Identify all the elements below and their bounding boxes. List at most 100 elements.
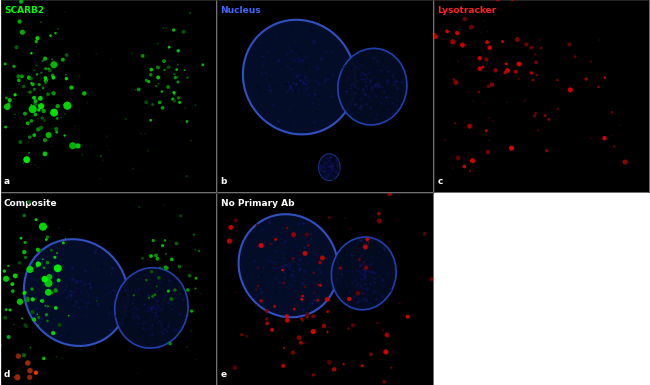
Point [356, 266, 366, 273]
Point [196, 124, 207, 130]
Point [51, 252, 62, 258]
Point [49, 110, 59, 116]
Point [301, 53, 311, 59]
Point [35, 95, 46, 101]
Point [55, 257, 66, 263]
Point [257, 226, 267, 232]
Point [368, 274, 378, 280]
Point [297, 55, 307, 61]
Point [283, 263, 294, 269]
Point [287, 62, 297, 69]
Point [374, 280, 385, 286]
Point [349, 295, 359, 301]
Point [34, 314, 44, 320]
Point [402, 313, 413, 320]
Point [295, 75, 306, 81]
Point [294, 264, 304, 270]
Point [326, 49, 337, 55]
Point [40, 151, 50, 157]
Point [354, 262, 365, 268]
Point [530, 110, 541, 116]
Ellipse shape [332, 237, 396, 310]
Point [147, 305, 157, 311]
Point [307, 70, 318, 76]
Point [341, 267, 351, 273]
Point [324, 165, 335, 171]
Point [293, 233, 304, 239]
Point [333, 274, 343, 280]
Point [171, 241, 181, 247]
Point [324, 164, 335, 171]
Point [279, 244, 289, 250]
Point [278, 262, 288, 268]
Point [324, 161, 335, 167]
Point [327, 71, 337, 77]
Point [49, 266, 60, 272]
Point [318, 168, 328, 174]
Point [388, 71, 398, 77]
Point [0, 61, 10, 67]
Point [453, 155, 463, 161]
Point [529, 113, 539, 119]
Point [48, 90, 58, 96]
Point [357, 61, 367, 67]
Point [229, 365, 240, 371]
Point [159, 293, 169, 299]
Point [309, 251, 320, 257]
Point [47, 306, 57, 312]
Point [330, 157, 340, 164]
Point [373, 246, 384, 252]
Point [325, 170, 335, 176]
Point [196, 238, 206, 244]
Point [263, 64, 274, 70]
Point [118, 296, 129, 302]
Point [326, 156, 337, 162]
Point [351, 63, 361, 69]
Point [316, 169, 326, 175]
Point [297, 81, 307, 87]
Point [85, 309, 96, 315]
Point [300, 62, 311, 68]
Point [44, 132, 54, 138]
Point [27, 296, 38, 303]
Point [113, 310, 124, 316]
Point [163, 288, 174, 294]
Point [74, 282, 85, 288]
Point [47, 297, 58, 303]
Point [482, 39, 492, 45]
Point [119, 291, 129, 298]
Point [347, 95, 358, 101]
Point [476, 30, 486, 36]
Point [130, 287, 140, 293]
Point [468, 98, 478, 104]
Point [300, 284, 310, 290]
Point [311, 97, 322, 103]
Point [379, 280, 389, 286]
Point [607, 132, 618, 139]
Point [161, 251, 171, 257]
Point [31, 38, 42, 45]
Point [336, 55, 346, 61]
Point [298, 49, 308, 55]
Point [307, 283, 317, 289]
Point [371, 296, 382, 302]
Point [306, 231, 316, 237]
Point [48, 272, 58, 278]
Point [39, 264, 49, 271]
Point [68, 316, 79, 323]
Point [332, 277, 342, 283]
Point [372, 75, 383, 82]
Point [285, 82, 296, 89]
Point [370, 287, 380, 293]
Point [532, 72, 542, 78]
Point [357, 363, 367, 369]
Point [346, 65, 356, 72]
Point [10, 111, 20, 117]
Point [45, 67, 55, 74]
Point [166, 256, 177, 263]
Point [274, 264, 284, 270]
Point [586, 136, 596, 142]
Point [259, 110, 270, 116]
Point [164, 44, 174, 50]
Point [149, 307, 159, 313]
